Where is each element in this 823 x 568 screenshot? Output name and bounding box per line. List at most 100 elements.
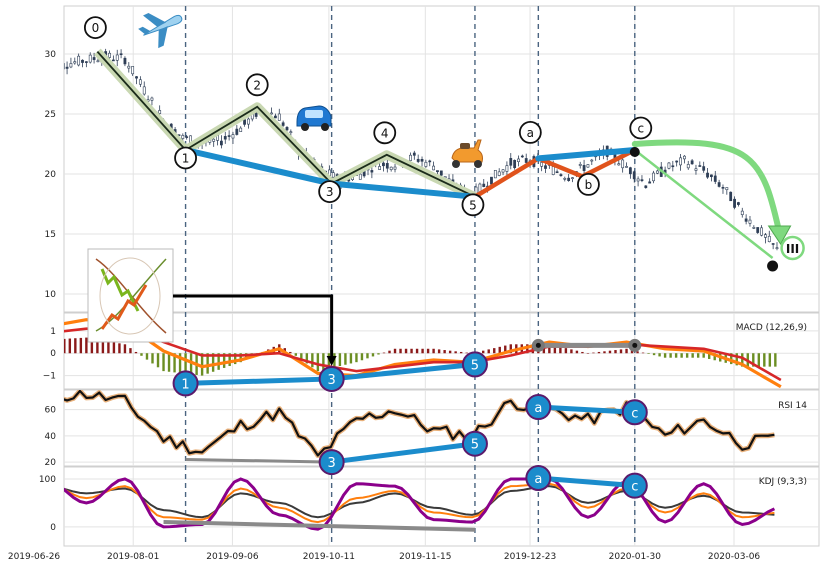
macd-histogram-bar [200,353,204,376]
wave-label-3: 3 [326,185,334,199]
candle-body [123,57,127,65]
rsi-wave-trendline [331,441,476,465]
rsi-wave-trendline [538,404,635,415]
candle-body [578,163,582,166]
macd-histogram-bar [652,353,656,356]
macd-histogram-bar [482,350,485,354]
candle-body [540,162,544,167]
macd-histogram-bar [366,353,369,359]
candle-body [551,166,555,175]
macd-histogram-bar [768,353,772,367]
candle-body [513,159,517,169]
macd-histogram-bar [619,349,623,354]
candle-body [115,54,119,61]
car-wheel [321,123,329,131]
macd-histogram-bar [625,348,628,354]
candle-body [690,160,694,165]
candle-body [69,63,73,68]
rsi-y-tick-label: 20 [45,458,57,468]
x-tick-label: 2019-12-23 [504,552,556,562]
macd-histogram-bar [426,348,430,354]
macd-histogram-bar [570,349,573,354]
macd-histogram-bar [388,350,391,354]
macd-histogram-bar [90,338,94,354]
airplane-wing [143,13,167,27]
wave-label-circle-3 [318,180,342,204]
rsi-line-halo [64,390,775,458]
price-y-tick-label: 10 [45,290,57,300]
macd-histogram-bar [184,353,187,374]
candle-body [111,59,115,62]
thumb-zigzag [100,284,148,330]
macd-histogram-bar [763,353,766,367]
macd-histogram-bar [647,353,650,354]
macd-panel [58,318,782,389]
candle-body [509,158,513,166]
candle-body [436,170,439,173]
macd-histogram-bar [421,348,424,354]
candle-body [81,59,84,63]
macd-histogram-bar [454,351,457,354]
candle-body [277,113,281,121]
macd-histogram-bar [107,341,110,354]
x-tick-label: 2020-01-30 [609,552,662,562]
macd-divergence-dot [535,342,541,348]
candle-body [47,71,49,72]
candle-body [586,164,590,168]
candle-body [412,152,416,156]
candle-body [571,177,574,179]
panel-frames [63,5,820,547]
macd-histogram-bar [702,353,705,358]
scooter-wheel [452,160,460,168]
macd-histogram-bar [74,338,77,354]
rsi-y-tick-label: 40 [45,432,57,442]
macd-y-tick-label: 0 [50,349,56,359]
candle-body [740,210,744,215]
candle-body [281,122,285,126]
wave-label-circle-2 [245,73,269,97]
macd-histogram-bar [603,351,606,354]
candle-body [679,157,682,166]
candle-body [378,166,381,170]
candle-body [744,218,748,222]
macd-histogram-bar [399,348,402,354]
macd-histogram-bar [360,353,364,361]
kdj-wave-marker [525,465,552,492]
candle-body [497,171,501,176]
candle-body [212,138,216,142]
macd-histogram-bar [437,349,441,354]
candle-body [84,61,88,63]
macd-histogram-bar [592,352,595,354]
kdj-wave-trendline [538,475,635,489]
candle-body [590,159,594,162]
candle-body [555,171,559,173]
candle-body [247,118,250,125]
macd-histogram-bar [322,353,325,370]
candle-body [54,68,56,70]
candle-body [243,119,246,125]
macd-histogram-bar [564,348,568,354]
forecast-arrowhead [767,225,792,245]
candle-body [710,174,713,178]
candle-body [520,155,524,158]
thumb-ring [99,257,161,335]
thumbnail-connector [173,294,334,360]
macd-histogram-bar [344,353,347,365]
forecast-label-circle [780,235,805,261]
rsi-y-tick-label: 60 [45,406,57,416]
macd-histogram-bar [393,348,397,354]
candle-body [617,163,621,166]
wave-c-end-marker [629,147,640,157]
macd-histogram-bar [58,339,60,353]
candle-body [760,227,763,236]
candle-body [158,110,162,114]
macd-histogram-bar [548,344,551,354]
wave-label-a: a [527,126,534,140]
car-icon [296,105,332,131]
macd-title: MACD (12,26,9) [736,323,807,333]
candle-body [640,179,644,181]
wave-label-circle-a [518,120,542,144]
rsi-wave-marker [621,399,648,426]
macd-histogram-bar [691,353,694,358]
candle-body [733,198,736,208]
